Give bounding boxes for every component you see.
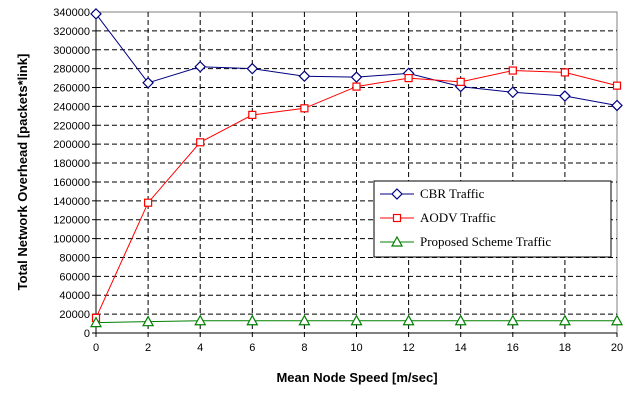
data-point xyxy=(508,66,517,75)
data-point xyxy=(300,104,309,113)
x-tick-label: 8 xyxy=(301,342,307,354)
data-point xyxy=(89,316,103,328)
data-point xyxy=(559,90,571,102)
data-point xyxy=(196,138,205,147)
legend-label: AODV Traffic xyxy=(420,210,496,225)
data-point xyxy=(298,70,311,83)
y-tick-label: 340000 xyxy=(53,7,90,19)
x-tick-label: 0 xyxy=(93,342,99,354)
legend-entry: CBR Traffic xyxy=(380,186,485,201)
data-point xyxy=(246,62,259,75)
y-tick-label: 240000 xyxy=(53,101,90,113)
legend-label: CBR Traffic xyxy=(420,186,485,201)
data-point xyxy=(611,99,623,112)
data-point xyxy=(350,71,363,83)
legend-marker xyxy=(390,235,404,247)
legend: CBR Traffic AODV Traffic Proposed Scheme T… xyxy=(373,180,612,258)
x-tick-label: 6 xyxy=(249,342,255,354)
data-point xyxy=(194,314,207,326)
y-tick-label: 120000 xyxy=(53,215,90,227)
data-point xyxy=(142,315,155,327)
y-tick-label: 80000 xyxy=(59,252,90,264)
data-point xyxy=(298,314,311,326)
y-tick-label: 20000 xyxy=(59,309,90,321)
y-axis: 0 20000 40000 60000 80000 100000 120000 140000 1… xyxy=(53,7,97,340)
y-tick-label: 280000 xyxy=(53,64,90,76)
y-tick-label: 320000 xyxy=(53,26,90,38)
data-point xyxy=(248,110,257,120)
data-point xyxy=(612,81,622,90)
y-tick-label: 260000 xyxy=(53,83,90,95)
y-tick-label: 60000 xyxy=(59,271,90,283)
x-axis: 0 2 4 6 8 10 12 14 16 18 20 xyxy=(93,332,623,354)
data-point xyxy=(558,314,571,326)
x-tick-label: 14 xyxy=(455,342,467,354)
data-point xyxy=(90,8,102,20)
series-layer xyxy=(89,8,624,328)
series-2 xyxy=(89,314,624,328)
x-tick-label: 20 xyxy=(611,342,623,354)
x-axis-title: Mean Node Speed [m/sec] xyxy=(276,370,437,385)
data-point xyxy=(506,314,519,326)
y-tick-label: 100000 xyxy=(53,234,90,246)
x-tick-label: 10 xyxy=(350,342,362,354)
y-tick-label: 140000 xyxy=(53,196,90,208)
data-point xyxy=(402,314,415,326)
data-point xyxy=(352,82,361,91)
data-point xyxy=(404,73,413,83)
data-point xyxy=(456,77,465,86)
y-tick-label: 300000 xyxy=(53,45,90,57)
x-tick-label: 4 xyxy=(197,342,203,354)
data-point xyxy=(144,198,153,207)
legend-entry: AODV Traffic xyxy=(380,210,496,225)
y-tick-label: 40000 xyxy=(59,290,90,302)
y-tick-label: 220000 xyxy=(53,120,90,132)
y-tick-label: 200000 xyxy=(53,139,90,151)
legend-label: Proposed Scheme Traffic xyxy=(420,234,551,249)
data-point xyxy=(506,86,519,99)
x-tick-label: 16 xyxy=(507,342,519,354)
y-tick-label: 0 xyxy=(84,328,90,340)
data-point xyxy=(454,314,467,326)
x-tick-label: 18 xyxy=(559,342,571,354)
legend-marker xyxy=(392,213,402,223)
legend-marker xyxy=(391,188,403,200)
data-point xyxy=(560,68,570,77)
data-point xyxy=(350,314,363,326)
x-tick-label: 2 xyxy=(145,342,151,354)
y-axis-title: Total Network Overhead [packets*link] xyxy=(15,54,30,291)
data-point xyxy=(142,76,154,89)
legend-entry: Proposed Scheme Traffic xyxy=(380,234,551,249)
data-point xyxy=(194,60,207,73)
data-point xyxy=(610,314,624,326)
data-point xyxy=(246,314,259,326)
x-tick-label: 12 xyxy=(402,342,414,354)
y-tick-label: 160000 xyxy=(53,177,90,189)
y-tick-label: 180000 xyxy=(53,158,90,170)
